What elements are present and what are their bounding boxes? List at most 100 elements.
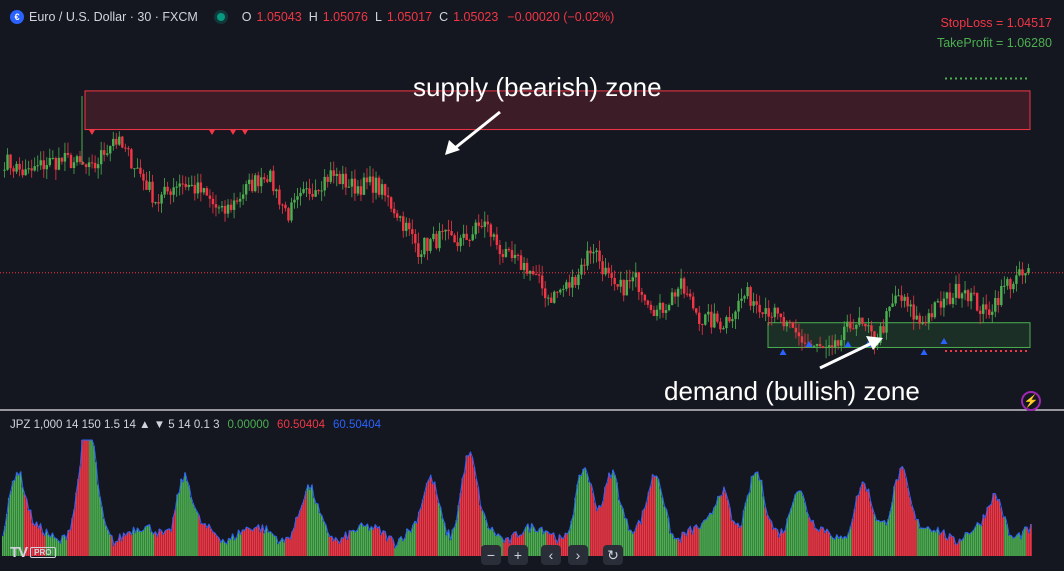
candle-body <box>133 168 136 170</box>
indicator-bar <box>467 455 470 556</box>
indicator-bar <box>108 534 111 556</box>
indicator-bar <box>891 502 894 556</box>
indicator-params[interactable]: JPZ 1,000 14 150 1.5 14 ▲ ▼ 5 14 0.1 3 <box>10 419 220 431</box>
candle-body <box>559 289 562 293</box>
indicator-bar <box>829 536 832 556</box>
candle-body <box>580 264 583 275</box>
indicator-bar <box>164 530 167 556</box>
high-label: H <box>308 10 318 24</box>
indicator-bar <box>782 532 785 556</box>
indicator-legend[interactable]: JPZ 1,000 14 150 1.5 14 ▲ ▼ 5 14 0.1 3 0… <box>10 419 381 431</box>
indicator-bar <box>988 505 991 556</box>
indicator-bar <box>356 529 359 556</box>
indicator-pane[interactable] <box>2 439 1032 556</box>
candle-body <box>836 340 840 346</box>
indicator-bar <box>493 531 495 556</box>
indicator-bar <box>293 527 295 556</box>
candle-body <box>516 254 520 256</box>
lightning-icon[interactable]: ⚡ <box>1021 391 1041 411</box>
indicator-bar <box>160 530 163 556</box>
indicator-bar <box>412 525 414 556</box>
candle-body <box>731 319 734 322</box>
indicator-bar <box>101 506 103 556</box>
indicator-bar <box>659 488 662 556</box>
symbol-icon: € <box>10 10 24 24</box>
indicator-bar <box>994 493 997 556</box>
indicator-bar <box>691 533 693 556</box>
indicator-bar <box>61 535 64 556</box>
indicator-bar <box>301 504 303 556</box>
indicator-bar <box>198 515 200 556</box>
indicator-bar <box>124 535 127 556</box>
indicator-bar <box>87 440 89 556</box>
candle-body <box>595 250 598 252</box>
zoom-in-button[interactable]: + <box>508 545 528 565</box>
candle-body <box>93 162 97 169</box>
candle-body <box>450 231 453 236</box>
indicator-bar <box>661 497 664 556</box>
indicator-bar <box>689 526 692 556</box>
candle-body <box>867 325 870 327</box>
indicator-bar <box>885 524 888 556</box>
reset-chart-button[interactable]: ↻ <box>603 545 623 565</box>
indicator-bar <box>841 538 844 556</box>
indicator-bar <box>568 529 571 556</box>
stoploss-label: StopLoss = 1.04517 <box>940 16 1052 30</box>
price-pane[interactable] <box>0 77 1064 359</box>
supply-zone-box <box>84 90 1031 131</box>
candle-body <box>531 270 535 275</box>
indicator-bar <box>667 517 670 556</box>
indicator-bar <box>586 473 589 556</box>
scroll-left-button[interactable]: ‹ <box>541 545 561 565</box>
open-label: O <box>241 10 252 24</box>
candle-body <box>447 229 450 232</box>
indicator-bar <box>394 547 396 556</box>
candle-body <box>223 205 227 214</box>
candle-body <box>625 280 628 296</box>
indicator-bar <box>596 510 598 556</box>
candle-body <box>562 288 565 290</box>
indicator-bar <box>592 492 594 556</box>
buy-signal-marker <box>920 349 928 355</box>
indicator-bar <box>410 532 412 556</box>
candle-body <box>601 261 604 275</box>
symbol-title[interactable]: Euro / U.S. Dollar · 30 · FXCM <box>29 10 198 24</box>
indicator-bar <box>142 530 145 556</box>
symbol-legend[interactable]: € Euro / U.S. Dollar · 30 · FXCM O 1.0504… <box>10 9 614 25</box>
tradingview-logo[interactable]: TV PRO <box>10 544 56 561</box>
indicator-bar <box>820 526 822 556</box>
indicator-bar <box>326 532 329 556</box>
indicator-bar <box>621 508 624 556</box>
indicator-bar <box>449 540 452 556</box>
candle-body <box>106 153 109 155</box>
indicator-bar <box>734 524 737 556</box>
indicator-value-2: 60.50404 <box>277 419 326 431</box>
indicator-bar <box>364 526 367 556</box>
candle-body <box>172 187 175 195</box>
indicator-bar <box>209 528 212 556</box>
indicator-bar <box>215 535 218 556</box>
indicator-bar <box>15 472 18 556</box>
indicator-bar <box>901 466 903 556</box>
indicator-bar <box>352 530 355 556</box>
candle-body <box>936 301 940 303</box>
sell-signal-marker <box>229 129 237 135</box>
zoom-out-button[interactable]: − <box>481 545 501 565</box>
candle-body <box>1024 273 1027 276</box>
indicator-bar <box>223 542 226 556</box>
indicator-bar <box>923 528 925 556</box>
candle-body <box>622 279 625 296</box>
indicator-bar <box>283 542 285 556</box>
indicator-bar <box>501 537 503 556</box>
candle-body <box>528 270 532 274</box>
scroll-right-button[interactable]: › <box>568 545 588 565</box>
demand-arrow <box>819 336 883 370</box>
indicator-bar <box>560 537 563 556</box>
indicator-bar <box>879 521 882 556</box>
indicator-bar <box>118 534 121 556</box>
candle-body <box>323 176 326 191</box>
indicator-bar <box>766 515 769 556</box>
candle-body <box>695 308 698 313</box>
candle-body <box>685 293 689 295</box>
